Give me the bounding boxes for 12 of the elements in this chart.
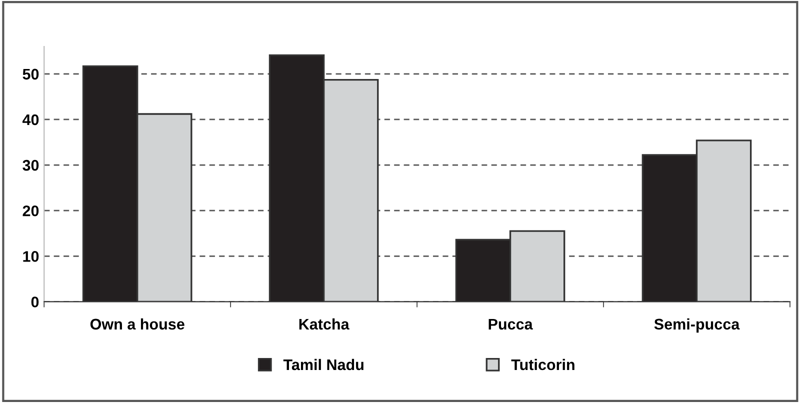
x-tick-label: Own a house xyxy=(90,318,184,330)
y-tick-label: 30 xyxy=(22,160,39,171)
y-tick-label: 20 xyxy=(22,205,39,216)
y-tick-label: 50 xyxy=(22,68,39,80)
legend-label: Tuticorin xyxy=(511,358,574,370)
x-tick-label: Pucca xyxy=(488,318,533,330)
y-tick-label: 0 xyxy=(31,296,39,308)
x-tick-label: Semi-pucca xyxy=(654,318,740,333)
y-tick-label: 10 xyxy=(23,251,39,262)
y-tick-label: 40 xyxy=(22,114,39,126)
legend-label: Tamil Nadu xyxy=(283,358,364,370)
x-tick-label: Katcha xyxy=(299,318,350,330)
